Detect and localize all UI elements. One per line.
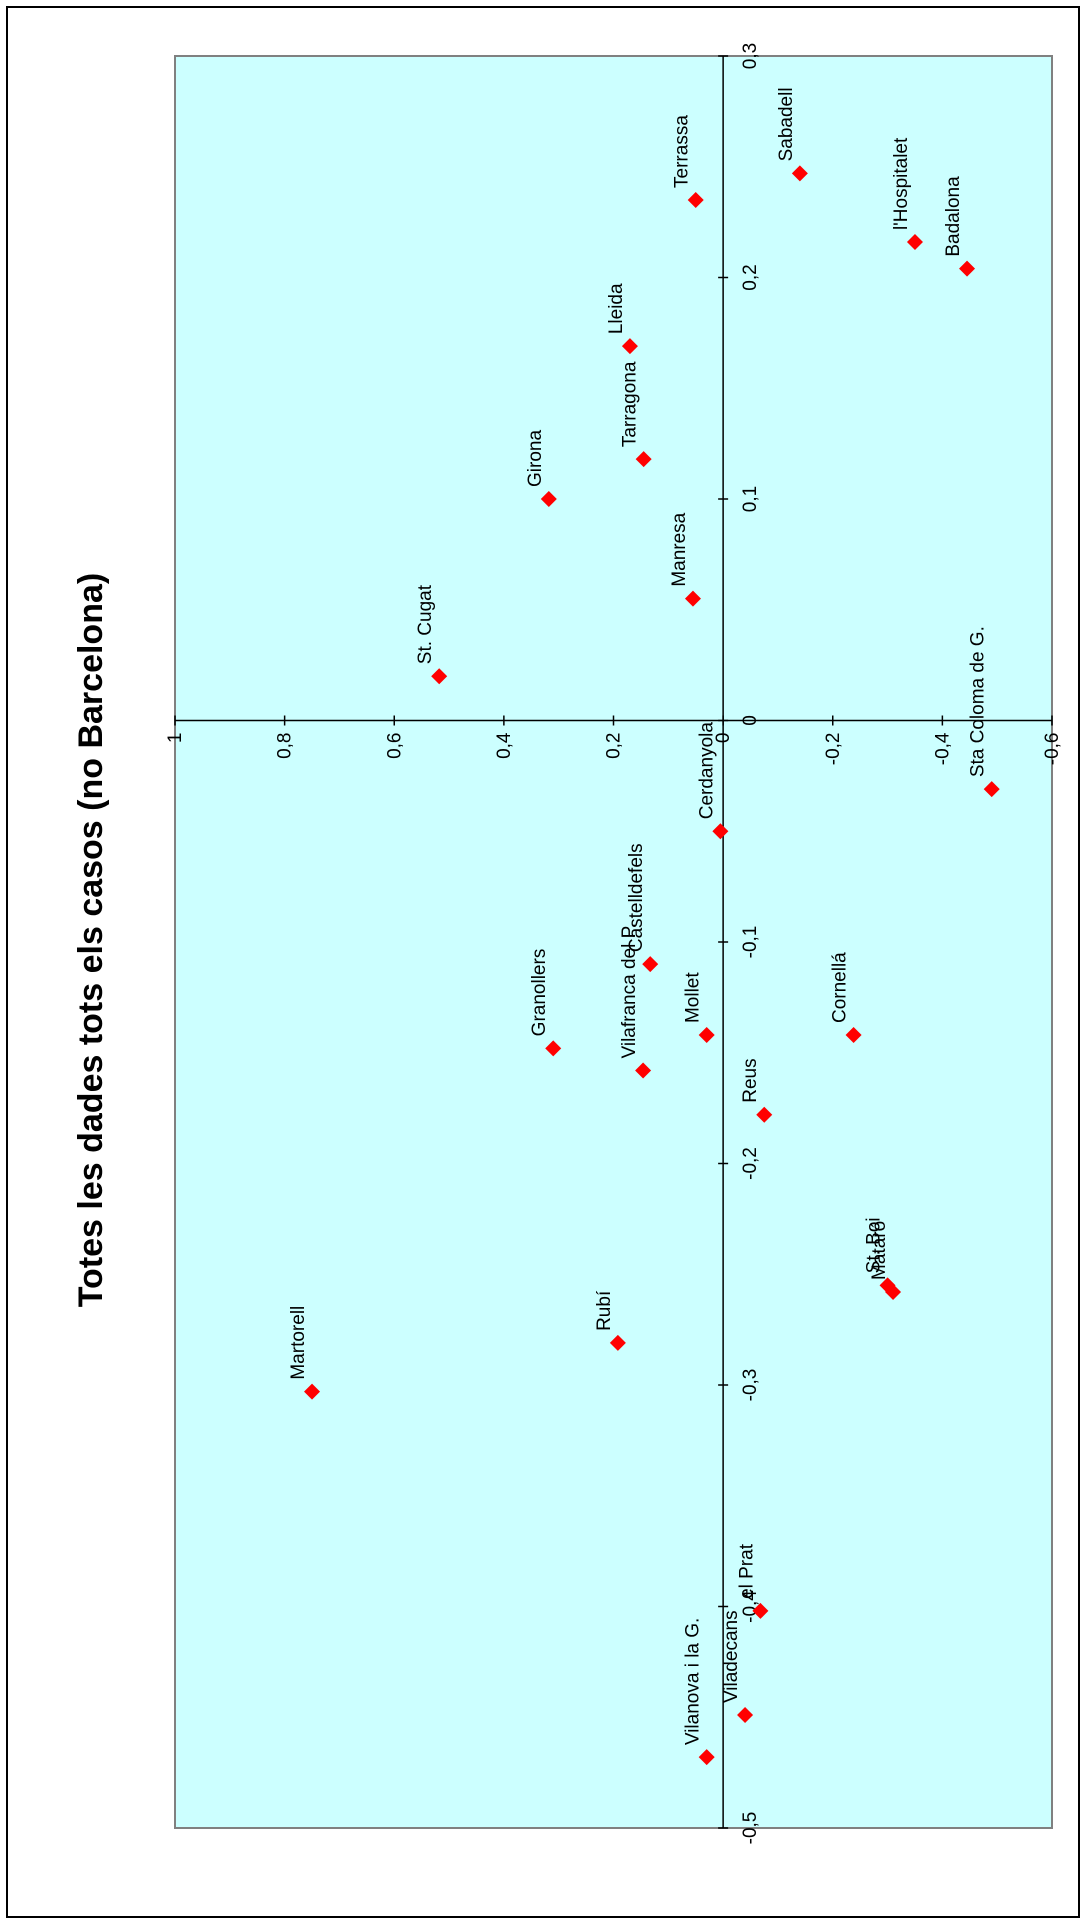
tick-labels: -0,5 -0,4 -0,3 -0,2 -0,1 0 0,1 0,2 0,3 1 0,8 0,6 0,4…	[165, 43, 1063, 1845]
x-tick-label: -0,4	[740, 1590, 761, 1623]
point-viladecans	[737, 1707, 754, 1724]
point-castelldefels	[642, 956, 659, 973]
label-st-cugat: St. Cugat	[415, 584, 436, 664]
label-cornella: Cornellá	[830, 952, 851, 1023]
label-tarragona: Tarragona	[620, 361, 641, 447]
point-manresa	[684, 590, 701, 607]
point-mollet	[698, 1027, 715, 1044]
point-tarragona	[635, 451, 652, 468]
y-tick-label: 0,8	[275, 733, 296, 759]
point-lleida	[621, 338, 638, 355]
point-sabadell	[791, 165, 808, 182]
x-tick-label: 0,1	[740, 486, 761, 512]
point-granollers	[545, 1040, 562, 1057]
point-girona	[540, 491, 557, 507]
label-viladecans: Viladecans	[721, 1610, 742, 1703]
label-sabadell: Sabadell	[776, 87, 797, 161]
point-reus	[756, 1106, 773, 1123]
label-rubi: Rubí	[594, 1290, 615, 1331]
x-tick-label: 0	[740, 715, 761, 726]
x-tick-label: 0,2	[740, 264, 761, 290]
x-tick-label: -0,3	[740, 1369, 761, 1402]
point-badalona	[959, 260, 976, 277]
label-granollers: Granollers	[529, 949, 550, 1037]
label-vilanova-i-la-g: Vilanova i la G.	[683, 1618, 704, 1745]
y-tick-label: -0,4	[932, 732, 953, 765]
y-tick-label: 0,6	[384, 733, 405, 759]
y-tick-label: 0	[713, 733, 734, 744]
y-tick-label: -0,2	[823, 733, 844, 766]
label-martorell: Martorell	[288, 1306, 309, 1380]
point-cerdanyola	[712, 823, 729, 840]
label-girona: Girona	[525, 430, 546, 487]
label-cerdanyola: Cerdanyola	[696, 722, 717, 820]
point-vilanova-i-la-g	[698, 1749, 715, 1766]
point-sta-coloma-de-g	[983, 781, 1000, 798]
label-sta-coloma-de-g: Sta Coloma de G.	[968, 626, 989, 777]
point-cornella	[845, 1027, 862, 1044]
axes	[174, 55, 1053, 1829]
x-tick-label: -0,5	[740, 1812, 761, 1845]
point-st-cugat	[431, 668, 448, 685]
point-l-hospitalet	[906, 234, 923, 251]
point-mataro	[885, 1283, 902, 1300]
x-tick-label: 0,3	[740, 43, 761, 69]
label-el-prat: el Prat	[736, 1543, 757, 1599]
chart-title: Totes les dades tots els casos (no Barce…	[72, 573, 110, 1307]
chart-frame	[6, 6, 1080, 1918]
y-tick-label: -0,6	[1042, 733, 1063, 766]
label-st-boi: St. Boi	[864, 1217, 885, 1273]
data-points	[304, 165, 1000, 1766]
label-lleida: Lleida	[606, 283, 627, 334]
plot-area	[174, 55, 1053, 1829]
label-castelldefels: Castelldefels	[626, 843, 647, 952]
label-vilafranca-del-p: Vilafranca del P.	[619, 923, 640, 1059]
label-manresa: Manresa	[669, 512, 690, 586]
point-vilafranca-del-p	[635, 1062, 652, 1079]
label-l-hospitalet: l'Hospitalet	[891, 137, 912, 230]
point-labels: Terrassa Sabadell l'Hospitalet Badalona Llei…	[288, 87, 989, 1745]
y-tick-label: 1	[165, 733, 186, 744]
point-rubi	[609, 1334, 626, 1351]
point-martorell	[304, 1383, 321, 1400]
x-tick-label: -0,1	[740, 926, 761, 959]
point-terrassa	[687, 191, 704, 208]
point-el-prat	[752, 1602, 769, 1619]
y-tick-label: 0,4	[494, 732, 515, 759]
y-tick-label: 0,2	[604, 733, 625, 759]
label-mataro: Mataró	[869, 1221, 890, 1280]
x-tick-label: -0,2	[740, 1147, 761, 1180]
label-mollet: Mollet	[683, 972, 704, 1023]
label-reus: Reus	[740, 1058, 761, 1102]
label-terrassa: Terrassa	[672, 115, 693, 188]
label-badalona: Badalona	[943, 176, 964, 257]
